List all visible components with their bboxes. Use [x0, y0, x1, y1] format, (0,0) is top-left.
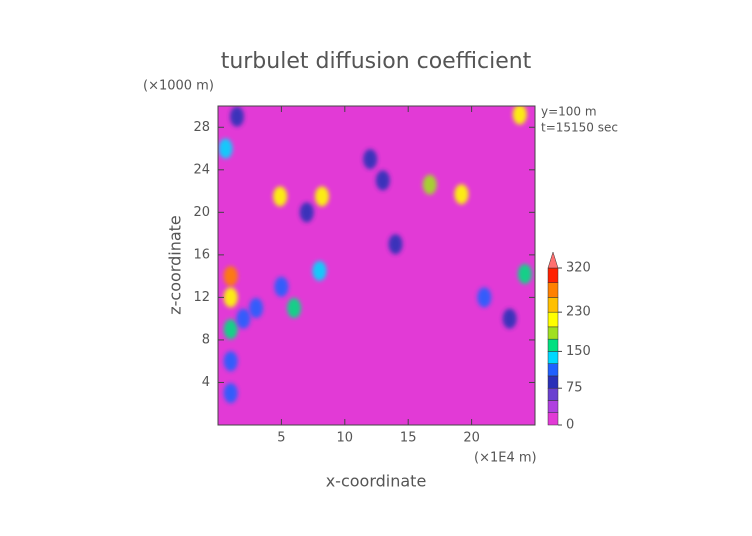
colorbar-band	[547, 351, 559, 364]
field-cell	[223, 383, 238, 404]
field-cell	[477, 287, 492, 308]
y-tick-label: 12	[193, 290, 210, 305]
field-cell	[236, 308, 251, 329]
chart-title: turbulet diffusion coefficient	[221, 49, 532, 74]
annotation: y=100 m	[541, 105, 597, 119]
x-tick-label: 15	[400, 431, 417, 446]
y-tick-label: 16	[193, 247, 210, 262]
field-cell	[223, 287, 238, 308]
field-cell	[223, 351, 238, 372]
field-cell	[299, 202, 314, 223]
y-tick-label: 8	[202, 332, 210, 347]
y-tick-label: 24	[193, 162, 210, 177]
y-tick-label: 4	[202, 375, 210, 390]
colorbar-tick-label: 75	[566, 381, 583, 396]
colorbar-tick-label: 0	[566, 418, 574, 433]
colorbar-over	[547, 251, 559, 269]
colorbar-band	[547, 400, 559, 413]
colorbar-band	[547, 311, 559, 328]
field-cell	[363, 149, 378, 170]
field-cell	[512, 106, 527, 125]
colorbar-tick-label: 320	[566, 261, 591, 276]
field-background	[218, 106, 535, 425]
annotation: t=15150 sec	[541, 121, 618, 135]
field-cell	[314, 186, 329, 207]
field-cell	[223, 266, 238, 287]
field-cell	[502, 308, 517, 329]
y-tick-label: 28	[193, 120, 210, 135]
colorbar-tick-label: 150	[566, 344, 591, 359]
colorbar-band	[547, 297, 559, 313]
field-cell	[312, 260, 327, 281]
field-cell	[287, 298, 302, 319]
field	[218, 106, 532, 404]
colorbar-band	[547, 363, 559, 377]
field-cell	[422, 174, 437, 195]
colorbar-band	[547, 326, 559, 340]
x-axis-label: x-coordinate	[326, 472, 427, 491]
colorbar-band	[547, 338, 559, 352]
field-cell	[273, 186, 288, 207]
field-cell	[454, 184, 469, 205]
colorbar-band	[547, 282, 559, 298]
colorbar-band	[547, 387, 559, 401]
field-cell	[375, 170, 390, 191]
field-cell	[218, 138, 233, 159]
field-cell	[230, 106, 245, 127]
y-axis-label: z-coordinate	[166, 215, 185, 315]
plot-frame	[217, 105, 536, 426]
colorbar-band	[547, 267, 559, 283]
field-cell	[249, 298, 264, 319]
x-unit: (×1E4 m)	[474, 451, 537, 466]
colorbar-tick-label: 230	[566, 305, 591, 320]
field-cell	[274, 276, 289, 297]
field-cell	[517, 264, 532, 285]
x-tick-label: 20	[463, 431, 480, 446]
field-cell	[223, 319, 238, 340]
x-tick-label: 5	[277, 431, 285, 446]
colorbar-band	[547, 375, 559, 389]
colorbar-band	[547, 412, 559, 426]
field-cell	[388, 234, 403, 255]
x-tick-label: 10	[337, 431, 354, 446]
y-tick-label: 20	[193, 205, 210, 220]
y-unit: (×1000 m)	[143, 79, 214, 94]
